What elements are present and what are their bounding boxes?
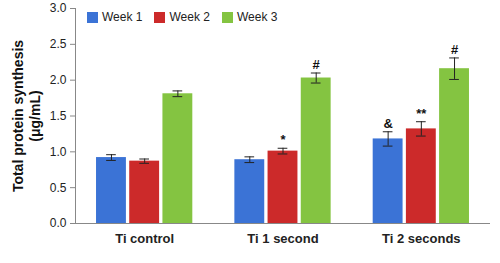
svg-text:2.5: 2.5 [50,37,67,51]
svg-text:0.5: 0.5 [50,181,67,195]
svg-text:Total protein synthesis: Total protein synthesis [10,40,26,192]
svg-text:**: ** [416,106,427,121]
svg-text:#: # [451,42,459,57]
svg-text:Ti control: Ti control [115,231,174,246]
html-text:Week 2: Week 2 [169,10,210,24]
svg-text:#: # [313,57,321,72]
html-text:Week 3: Week 3 [236,10,278,24]
html-text:Week 1: Week 1 [102,10,143,24]
svg-text:3.0: 3.0 [50,1,67,15]
svg-text:0.0: 0.0 [50,216,67,230]
svg-text:(μg/mL): (μg/mL) [27,90,43,141]
svg-text:&: & [383,116,392,131]
svg-text:*: * [280,132,286,147]
svg-text:1.5: 1.5 [50,109,67,123]
svg-text:2.0: 2.0 [50,73,67,87]
svg-text:1.0: 1.0 [50,145,67,159]
svg-text:Ti 2 seconds: Ti 2 seconds [382,231,461,246]
svg-text:Ti 1 second: Ti 1 second [247,231,318,246]
